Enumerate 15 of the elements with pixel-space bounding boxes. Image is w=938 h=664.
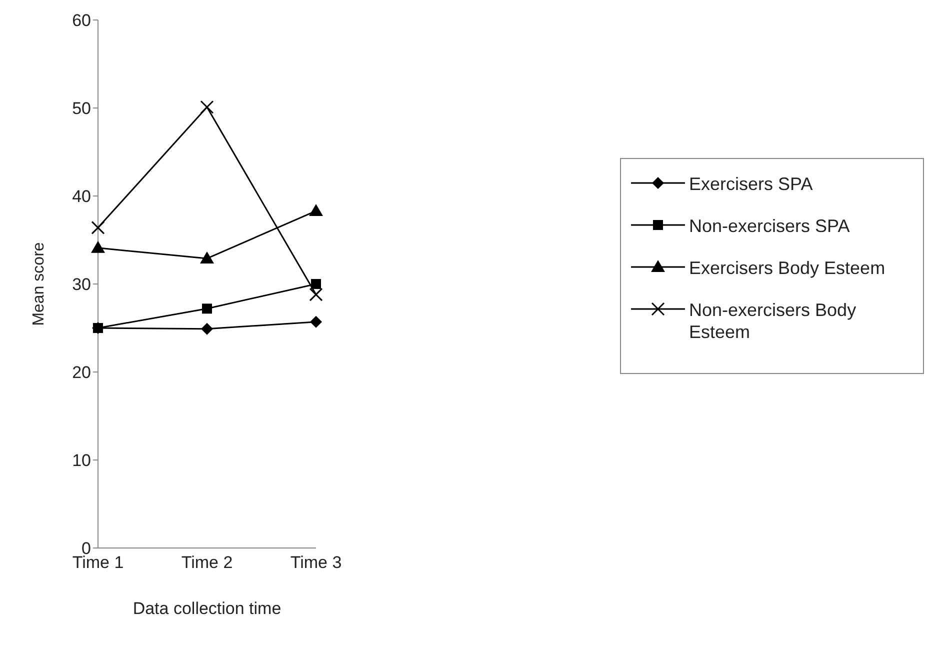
legend-label: Non-exercisers SPA bbox=[689, 215, 850, 237]
x-tick-label: Time 1 bbox=[72, 553, 124, 572]
y-axis-title: Mean score bbox=[30, 242, 48, 326]
x-tick-label: Time 3 bbox=[290, 553, 342, 572]
y-tick-label: 60 bbox=[72, 11, 91, 30]
legend-label: Exercisers SPA bbox=[689, 173, 813, 195]
x-axis-title: Data collection time bbox=[132, 599, 282, 618]
legend-label: Exercisers Body Esteem bbox=[689, 257, 886, 279]
y-tick-label: 50 bbox=[72, 99, 91, 118]
y-tick-label: 40 bbox=[72, 187, 91, 206]
y-tick-label: 30 bbox=[72, 275, 91, 294]
legend-label: Non-exercisers Body Esteem bbox=[689, 299, 858, 343]
x-tick-label: Time 2 bbox=[181, 553, 233, 572]
y-tick-label: 20 bbox=[72, 363, 91, 382]
y-tick-label: 10 bbox=[72, 451, 91, 470]
